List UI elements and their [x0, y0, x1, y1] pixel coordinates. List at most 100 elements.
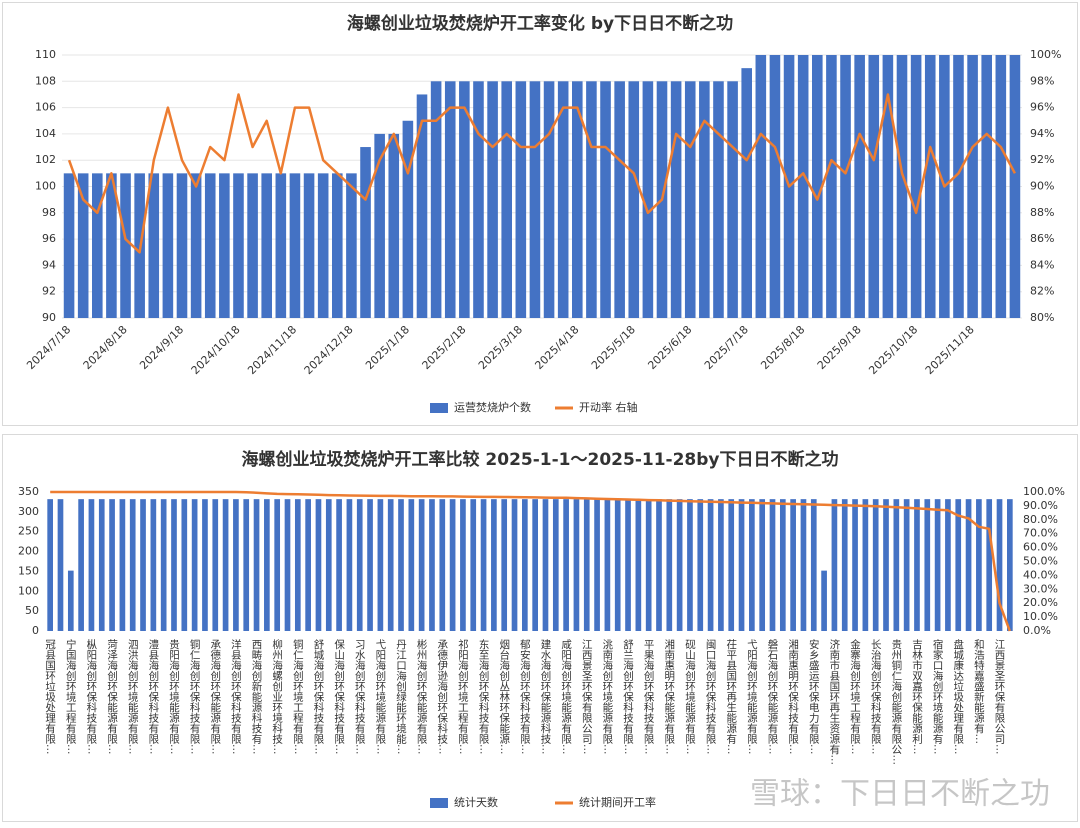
y-tick-label: 100	[18, 584, 39, 597]
bar	[212, 499, 219, 631]
x-tick-label: 丹江口海创绿能环境能…	[395, 639, 407, 755]
bar	[934, 499, 941, 631]
bar	[790, 499, 796, 631]
legend-label: 运营焚烧炉个数	[454, 400, 531, 414]
bar	[119, 499, 126, 631]
y-tick-label: 106	[35, 101, 56, 114]
y-tick-label: 250	[18, 525, 39, 538]
bar	[635, 499, 642, 631]
bar	[882, 55, 894, 318]
bar	[604, 499, 611, 631]
bar	[755, 55, 767, 318]
bar	[728, 499, 735, 631]
x-tick-label: 泗洪海创环境能源有限…	[127, 639, 139, 755]
bar	[47, 499, 53, 631]
x-tick-label: 保山海创环保科技有限…	[333, 638, 345, 754]
bar	[439, 499, 446, 631]
bar	[233, 499, 239, 631]
x-tick-label: 茌平县国环再生能源有…	[725, 639, 737, 755]
bar	[666, 499, 673, 631]
x-tick-label: 洋县海创环保科技有限…	[230, 638, 242, 754]
bar	[204, 173, 216, 318]
x-tick-label: 彬州海创环保能源有限…	[416, 638, 428, 754]
bar	[190, 173, 202, 318]
bar	[542, 499, 549, 631]
bar	[522, 499, 528, 631]
line	[67, 93, 1017, 254]
legend-label: 统计期间开工率	[579, 795, 656, 809]
bar	[741, 68, 752, 319]
x-tick-label: 宁国海创环境工程有限…	[65, 638, 77, 754]
x-tick-label: 金寨海创环境工程有限…	[849, 638, 861, 754]
bar	[473, 81, 484, 318]
bar	[336, 499, 342, 631]
bar	[470, 499, 477, 631]
bar	[953, 55, 964, 318]
bar	[924, 55, 936, 318]
bar	[986, 499, 993, 631]
bar	[852, 499, 858, 631]
bar	[676, 499, 683, 631]
bar	[275, 173, 287, 318]
y2-tick-label: 40.0%	[1023, 568, 1058, 581]
y2-tick-label: 90%	[1030, 180, 1054, 193]
x-tick-label: 承德海创环保能源有限…	[209, 639, 221, 755]
bar	[738, 499, 745, 631]
x-tick-label: 铜仁海创环境工程有限…	[292, 639, 304, 755]
bar	[800, 499, 807, 631]
y2-tick-label: 92%	[1030, 153, 1054, 166]
bar	[315, 499, 322, 631]
y2-tick-label: 88%	[1030, 206, 1054, 219]
x-tick-label: 柳州海螺创业环境科技…	[271, 638, 283, 754]
y2-tick-label: 60.0%	[1023, 541, 1058, 554]
bar	[543, 81, 555, 318]
x-tick-label: 洮南海创环境能源有限…	[601, 638, 613, 754]
bar	[63, 173, 75, 318]
y-tick-label: 90	[42, 311, 56, 324]
watermark: 雪球：下日日不断之功	[750, 777, 1050, 812]
y2-tick-label: 100.0%	[1023, 485, 1065, 498]
bar	[402, 120, 414, 318]
bar	[67, 570, 74, 631]
bar	[687, 499, 693, 631]
bar	[831, 499, 838, 631]
bar	[459, 81, 470, 318]
y-tick-label: 100	[35, 180, 56, 193]
bar	[841, 499, 848, 631]
x-tick-label: 郁安海创环保科技有限…	[519, 638, 531, 754]
x-tick-label: 和浩特嘉盛新能源有…	[973, 639, 985, 744]
bar	[253, 499, 260, 631]
bar	[92, 173, 103, 318]
x-tick-label: 贵阳海创环境能源有限…	[168, 638, 180, 754]
bar	[981, 55, 992, 318]
bar	[109, 499, 115, 631]
x-tick-label: 贵州铜仁海创能源有限公…	[890, 638, 902, 765]
chart-title: 海螺创业垃圾焚烧炉开工率变化 by下日日不断之功	[347, 13, 733, 34]
bar	[388, 133, 400, 318]
legend-swatch	[430, 403, 448, 413]
x-tick-label: 烟台海创丛林环保能源…	[498, 638, 510, 754]
y-tick-label: 98	[42, 206, 56, 219]
bar	[718, 499, 724, 631]
x-tick-label: 舒城海创环保科技有限…	[312, 638, 324, 754]
x-tick-label: 弋阳海创环境能源有限…	[374, 638, 386, 754]
y2-tick-label: 80%	[1030, 311, 1054, 324]
bar	[965, 499, 972, 631]
x-tick-label: 冠县国环垃圾处理有限…	[44, 639, 56, 755]
bar	[511, 499, 518, 631]
bar	[697, 499, 704, 631]
bar	[429, 499, 435, 631]
bar	[642, 81, 654, 318]
bar	[769, 499, 776, 631]
bar	[317, 173, 329, 318]
bar	[955, 499, 962, 631]
x-tick-label: 安乡盛运环保电力有限…	[808, 638, 820, 754]
bar	[614, 499, 621, 631]
y-tick-label: 92	[42, 285, 56, 298]
y-tick-label: 94	[42, 258, 56, 271]
bar	[872, 499, 879, 631]
x-tick-label: 西畴海创新能源科技有…	[251, 639, 263, 755]
y2-tick-label: 30.0%	[1023, 582, 1058, 595]
x-tick-label: 湘南惠明环保能源有限…	[663, 638, 675, 754]
bar	[557, 81, 569, 318]
